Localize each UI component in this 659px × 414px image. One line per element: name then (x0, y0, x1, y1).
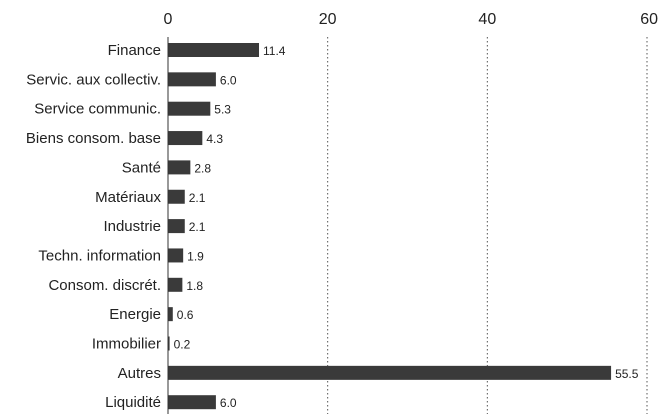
value-label-3: 4.3 (206, 132, 223, 146)
value-label-0: 11.4 (263, 44, 286, 58)
category-label-11: Autres (118, 365, 161, 382)
category-label-2: Service communic. (34, 101, 161, 118)
x-axis-ticks: 0 20 40 60 (164, 11, 659, 28)
value-label-12: 6.0 (220, 396, 237, 410)
category-label-6: Industrie (103, 218, 161, 235)
category-label-5: Matériaux (95, 189, 161, 206)
category-label-4: Santé (122, 159, 161, 176)
bar-12 (168, 395, 216, 410)
bar-4 (168, 160, 191, 175)
bars (168, 43, 612, 410)
value-labels: 11.4 6.0 5.3 4.3 2.8 2.1 2.1 1.9 1.8 0.6 0.2 55.5 6.… (174, 44, 639, 410)
category-label-8: Consom. discrét. (48, 277, 161, 294)
value-label-10: 0.2 (174, 338, 191, 352)
category-label-1: Servic. aux collectiv. (26, 71, 161, 88)
bar-0 (168, 43, 260, 57)
value-label-6: 2.1 (189, 220, 206, 234)
category-label-10: Immobilier (92, 336, 161, 353)
value-label-5: 2.1 (189, 191, 206, 205)
value-label-1: 6.0 (220, 73, 237, 87)
category-label-3: Biens consom. base (26, 130, 161, 147)
bar-9 (168, 307, 173, 322)
bar-1 (168, 72, 216, 87)
category-label-12: Liquidité (105, 394, 161, 411)
x-tick-label-60: 60 (640, 11, 658, 28)
bar-8 (168, 277, 183, 292)
bar-2 (168, 101, 211, 116)
category-label-0: Finance (108, 42, 161, 59)
x-tick-label-20: 20 (319, 11, 337, 28)
category-label-7: Techn. information (38, 247, 161, 264)
x-tick-label-40: 40 (478, 11, 496, 28)
bar-6 (168, 219, 185, 234)
value-label-8: 1.8 (186, 279, 203, 293)
value-label-7: 1.9 (187, 249, 204, 263)
category-label-9: Energie (109, 306, 161, 323)
bar-5 (168, 189, 185, 204)
bar-11 (168, 365, 612, 380)
category-labels: Finance Servic. aux collectiv. Service com… (26, 42, 162, 411)
value-label-2: 5.3 (214, 103, 231, 117)
value-label-11: 55.5 (615, 367, 639, 381)
x-tick-label-0: 0 (164, 11, 173, 28)
bar-3 (168, 131, 203, 146)
value-label-9: 0.6 (177, 308, 194, 322)
bar-7 (168, 248, 184, 263)
bar-10 (168, 336, 170, 351)
grid-lines (327, 37, 648, 414)
value-label-4: 2.8 (194, 161, 211, 175)
